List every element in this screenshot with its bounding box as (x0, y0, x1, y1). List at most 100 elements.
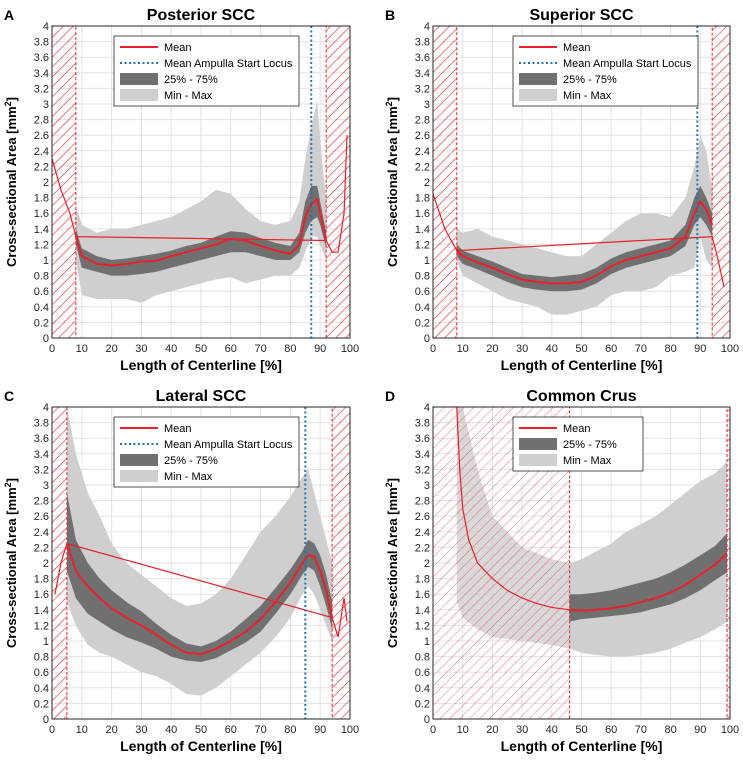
x-tick-label: 90 (694, 724, 706, 736)
x-tick-label: 70 (635, 724, 647, 736)
y-tick-label: 1.2 (415, 620, 430, 632)
y-tick-label: 2.6 (415, 130, 430, 142)
excluded-region (711, 25, 731, 339)
x-tick-label: 80 (284, 724, 296, 736)
legend-label: Mean (164, 423, 192, 435)
x-tick-label: 30 (135, 724, 147, 736)
y-tick-label: 2.8 (415, 496, 430, 508)
legend: Mean Mean Ampulla Start Locus 25% - 75% Min… (113, 416, 300, 488)
y-tick-label: 2.8 (415, 115, 430, 127)
y-tick-label: 4 (43, 21, 49, 33)
y-tick-label: 2 (424, 558, 430, 570)
legend-label: 25% - 75% (164, 74, 218, 86)
y-tick-label: 2.4 (415, 527, 430, 539)
x-tick-label: 40 (546, 724, 558, 736)
y-tick-label: 3.2 (415, 464, 430, 476)
legend-label: Mean (164, 42, 192, 54)
x-tick-label: 90 (314, 724, 326, 736)
x-tick-label: 90 (314, 343, 326, 355)
y-tick-label: 1.4 (415, 224, 430, 236)
x-tick-label: 70 (254, 343, 266, 355)
y-axis-label-end: ] (4, 97, 19, 101)
x-tick-label: 80 (284, 343, 296, 355)
y-tick-label: 3.4 (34, 68, 49, 80)
y-axis-label: Cross-sectional Area [mm2] (384, 478, 400, 648)
mean-line (74, 197, 328, 267)
legend-label: Mean (563, 423, 591, 435)
legend: Mean 25% - 75% Min - Max (512, 416, 644, 472)
y-tick-label: 2.2 (415, 542, 430, 554)
panel-label: D (385, 388, 395, 404)
y-tick-label: 1.2 (34, 620, 49, 632)
y-tick-label: 1.2 (415, 239, 430, 251)
x-tick-label: 10 (457, 343, 469, 355)
legend-key-iqr (519, 73, 557, 85)
mean-line (65, 543, 334, 656)
legend-label: Min - Max (164, 90, 213, 102)
chart-title: Lateral SCC (156, 388, 247, 405)
y-tick-label: 0.4 (34, 302, 49, 314)
x-tick-label: 0 (430, 724, 436, 736)
y-tick-label: 0.6 (415, 667, 430, 679)
panel-d: D Common Crus 0 10 20 30 40 50 60 70 80 90 100 0 0.2 0.… (384, 388, 739, 754)
y-tick-label: 2.4 (34, 527, 49, 539)
legend-label: Mean Ampulla Start Locus (563, 58, 692, 70)
y-tick-label: 2 (43, 177, 49, 189)
y-tick-label: 1.6 (415, 589, 430, 601)
y-tick-label: 2.6 (415, 511, 430, 523)
legend-label: Min - Max (563, 90, 612, 102)
y-axis-label-main: Cross-sectional Area [mm (4, 106, 19, 267)
y-tick-label: 3.2 (34, 83, 49, 95)
x-tick-label: 20 (486, 724, 498, 736)
y-tick-label: 2.4 (34, 146, 49, 158)
x-tick-label: 100 (721, 724, 739, 736)
y-tick-label: 3.2 (34, 464, 49, 476)
chart-title: Posterior SCC (147, 7, 256, 24)
y-tick-label: 2.6 (34, 511, 49, 523)
axes-box (432, 25, 731, 339)
legend: Mean Mean Ampulla Start Locus 25% - 75% Min… (512, 35, 699, 107)
x-tick-label: 40 (165, 343, 177, 355)
y-tick-label: 1.4 (34, 224, 49, 236)
x-tick-label: 100 (341, 343, 359, 355)
y-tick-label: 1.4 (415, 605, 430, 617)
y-tick-label: 2.4 (415, 146, 430, 158)
y-tick-label: 3.8 (415, 37, 430, 49)
y-tick-label: 3.6 (34, 433, 49, 445)
y-tick-label: 2.8 (34, 115, 49, 127)
y-tick-label: 0.2 (415, 698, 430, 710)
y-tick-label: 4 (43, 402, 49, 414)
legend-key-minmax (519, 454, 557, 466)
y-tick-label: 2.2 (34, 542, 49, 554)
legend-label: Mean Ampulla Start Locus (164, 58, 293, 70)
y-tick-label: 3.2 (415, 83, 430, 95)
y-tick-label: 0.2 (34, 698, 49, 710)
legend-label: Min - Max (164, 471, 213, 483)
axes-box (51, 25, 351, 339)
y-tick-label: 0 (424, 714, 430, 726)
legend-key-minmax (120, 89, 158, 101)
x-tick-label: 50 (575, 343, 587, 355)
chart-title: Superior SCC (529, 7, 633, 24)
y-tick-label: 0.6 (415, 286, 430, 298)
y-tick-label: 0 (424, 333, 430, 345)
legend-label: Mean Ampulla Start Locus (164, 439, 293, 451)
legend-key-iqr (120, 73, 158, 85)
x-tick-label: 70 (254, 724, 266, 736)
legend-key-minmax (120, 470, 158, 482)
y-tick-label: 1 (424, 636, 430, 648)
panel-b: B Superior SCC 0 10 20 30 40 50 60 70 80 90 100 0 0.2 0… (384, 7, 739, 373)
y-axis-label-main: Cross-sectional Area [mm (4, 487, 19, 648)
y-tick-label: 1.6 (415, 208, 430, 220)
y-tick-label: 0.4 (415, 302, 430, 314)
x-tick-label: 60 (605, 343, 617, 355)
y-axis-label-main: Cross-sectional Area [mm (385, 487, 400, 648)
x-tick-label: 10 (457, 724, 469, 736)
y-tick-label: 0.8 (34, 652, 49, 664)
legend-label: 25% - 75% (164, 455, 218, 467)
legend-label: Min - Max (563, 455, 612, 467)
legend-key-iqr (519, 438, 557, 450)
x-tick-label: 20 (105, 343, 117, 355)
x-tick-label: 100 (721, 343, 739, 355)
y-tick-label: 2.2 (34, 161, 49, 173)
